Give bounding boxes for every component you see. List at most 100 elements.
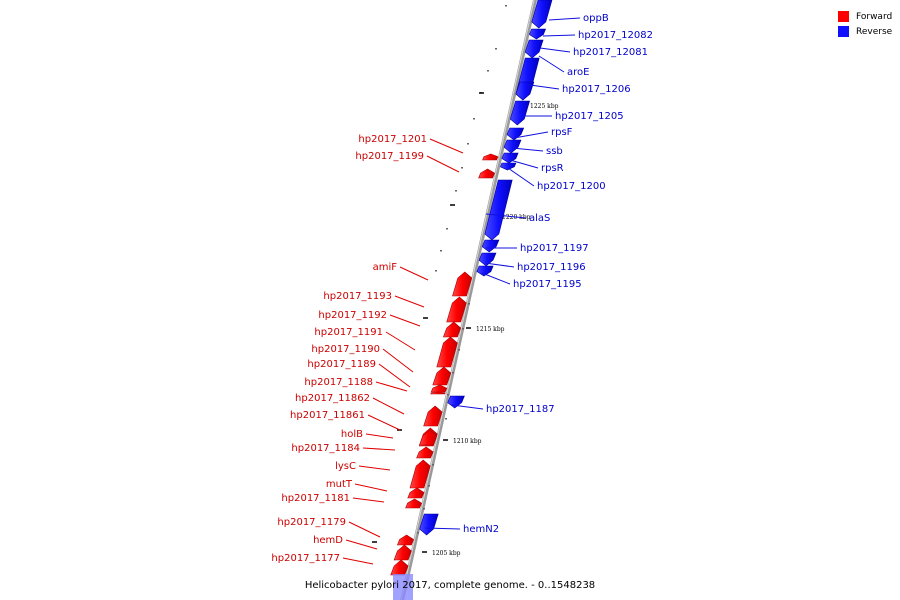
gene-label-hp2017-11862[interactable]: hp2017_11862	[295, 393, 370, 404]
gene-label-alas[interactable]: alaS	[529, 213, 550, 224]
leader-line-hp2017-12081	[539, 47, 571, 53]
scale-dot	[428, 485, 430, 487]
gene-label-holb[interactable]: holB	[341, 429, 363, 440]
gene-glyph-hp2017-1188[interactable]	[430, 391, 446, 395]
legend: Forward Reverse	[838, 9, 892, 39]
gene-label-hp2017-1192[interactable]: hp2017_1192	[318, 310, 387, 321]
gene-glyph-hp2017-1192[interactable]	[442, 321, 462, 338]
scale-dot	[445, 418, 447, 420]
leader-line-lysc	[358, 465, 391, 471]
gene-glyph-hp2017-1196[interactable]	[478, 252, 497, 267]
gene-glyph-hp2017-1179[interactable]	[396, 534, 414, 546]
gene-label-hp2017-1199[interactable]: hp2017_1199	[355, 151, 424, 162]
gene-label-hp2017-1191[interactable]: hp2017_1191	[314, 327, 383, 338]
scale-dot	[468, 303, 470, 305]
gene-label-ssb[interactable]: ssb	[546, 146, 563, 157]
gene-glyph-hp2017-1195[interactable]	[476, 265, 494, 277]
gene-label-lysc[interactable]: lysC	[335, 461, 356, 472]
scale-dot	[495, 48, 497, 50]
gene-label-hemn2[interactable]: hemN2	[463, 524, 499, 535]
leader-line-hp2017-1200	[507, 167, 535, 187]
gene-glyph-ssb[interactable]	[503, 139, 522, 154]
legend-label-reverse: Reverse	[856, 26, 893, 37]
gene-label-hp2017-1177[interactable]: hp2017_1177	[271, 553, 340, 564]
leader-line-amif	[399, 266, 429, 281]
gene-glyph-hp2017-1205[interactable]	[509, 100, 531, 126]
gene-label-hp2017-1206[interactable]: hp2017_1206	[562, 84, 631, 95]
gene-label-oppb[interactable]: oppB	[583, 13, 609, 24]
gene-glyph-hp2017-1199[interactable]	[478, 168, 495, 179]
gene-glyph-hemd[interactable]	[393, 544, 412, 561]
leader-line-hp2017-1179	[348, 521, 381, 538]
gene-glyph-hp2017-1181[interactable]	[405, 498, 422, 509]
leader-line-holb	[365, 433, 394, 439]
gene-label-hp2017-1188[interactable]: hp2017_1188	[304, 377, 373, 388]
gene-label-rpsf[interactable]: rpsF	[551, 127, 573, 138]
gene-label-hp2017-1195[interactable]: hp2017_1195	[513, 279, 582, 290]
gene-label-hp2017-1187[interactable]: hp2017_1187	[486, 404, 555, 415]
scale-dot	[505, 5, 507, 7]
leader-line-hp2017-1188	[375, 381, 408, 392]
gene-label-aroe[interactable]: aroE	[567, 67, 589, 78]
gene-glyph-hp2017-1201[interactable]	[482, 153, 499, 161]
gene-label-hp2017-1181[interactable]: hp2017_1181	[281, 493, 350, 504]
leader-line-hp2017-11861	[367, 414, 401, 431]
gene-label-hp2017-12081[interactable]: hp2017_12081	[573, 47, 648, 58]
gene-glyph-hemn2[interactable]	[419, 513, 439, 536]
gene-glyph-alas[interactable]	[484, 179, 513, 241]
gene-glyph-amif[interactable]	[452, 271, 473, 297]
gene-glyph-partial	[393, 574, 413, 600]
gene-label-hp2017-12082[interactable]: hp2017_12082	[578, 30, 653, 41]
scale-dot	[440, 250, 442, 252]
gene-label-hp2017-1196[interactable]: hp2017_1196	[517, 262, 586, 273]
gene-label-hp2017-1193[interactable]: hp2017_1193	[323, 291, 392, 302]
gene-label-rpsr[interactable]: rpsR	[541, 163, 564, 174]
gene-label-hp2017-1189[interactable]: hp2017_1189	[307, 359, 376, 370]
gene-label-hp2017-1190[interactable]: hp2017_1190	[311, 344, 380, 355]
gene-label-hp2017-11861[interactable]: hp2017_11861	[290, 410, 365, 421]
leader-line-hp2017-1201	[429, 138, 464, 154]
tick-label: 1225 kbp	[530, 103, 559, 110]
gene-label-amif[interactable]: amiF	[373, 262, 398, 273]
forward-swatch-icon	[838, 11, 849, 22]
leader-line-hp2017-1195	[481, 272, 511, 285]
leader-line-hp2017-1177	[342, 557, 374, 565]
gene-label-mutt[interactable]: mutT	[326, 479, 353, 490]
leader-line-hp2017-1206	[529, 84, 560, 90]
gene-glyph-hp2017-1189[interactable]	[430, 384, 448, 393]
gene-glyph-hp2017-12081[interactable]	[524, 39, 544, 59]
leader-line-hp2017-1184	[362, 447, 396, 451]
scale-dot	[435, 270, 437, 272]
gene-glyph-oppb[interactable]	[531, 0, 553, 29]
leader-line-hemn2	[424, 527, 461, 530]
gene-glyph-hp2017-1200[interactable]	[500, 162, 517, 171]
leader-line-hp2017-1187	[451, 404, 484, 410]
scale-dot	[417, 532, 419, 534]
gene-label-hp2017-1201[interactable]: hp2017_1201	[358, 134, 427, 145]
gene-label-hp2017-1200[interactable]: hp2017_1200	[537, 181, 606, 192]
gene-glyph-hp2017-1206[interactable]	[515, 81, 535, 101]
gene-label-hp2017-1205[interactable]: hp2017_1205	[555, 111, 624, 122]
scale-dot	[446, 228, 448, 230]
scale-dot	[423, 508, 425, 510]
leader-line-hp2017-1196	[484, 262, 515, 268]
gene-label-hp2017-1184[interactable]: hp2017_1184	[291, 443, 360, 454]
gene-label-hp2017-1197[interactable]: hp2017_1197	[520, 243, 589, 254]
gene-glyph-hp2017-12082[interactable]	[529, 28, 547, 40]
gene-glyph-holb[interactable]	[419, 429, 438, 446]
leader-line-alas	[485, 213, 527, 219]
leader-line-hp2017-1190	[382, 348, 414, 373]
scale-dot	[432, 464, 434, 466]
gene-label-hp2017-1179[interactable]: hp2017_1179	[277, 517, 346, 528]
genome-backbone-highlight	[400, 0, 535, 600]
gene-label-hemd[interactable]: hemD	[313, 535, 343, 546]
scale-dot	[473, 118, 475, 120]
gene-glyph-hp2017-1177[interactable]	[390, 559, 409, 576]
gene-glyph-hp2017-11862[interactable]	[423, 405, 443, 427]
gene-glyph-hp2017-1190[interactable]	[432, 366, 452, 386]
scale-dot	[447, 394, 449, 396]
tick-label: 1215 kbp	[476, 326, 505, 333]
gene-glyph-mutt[interactable]	[407, 487, 425, 499]
gene-glyph-hp2017-1184[interactable]	[416, 446, 434, 459]
gene-glyph-hp2017-1197[interactable]	[481, 239, 500, 253]
